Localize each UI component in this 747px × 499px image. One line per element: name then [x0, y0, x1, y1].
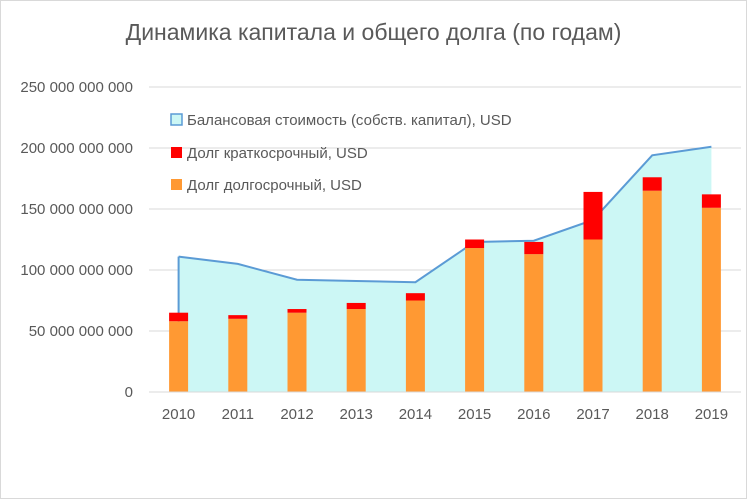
bar-long-term-debt	[169, 321, 189, 392]
bar-short-term-debt	[642, 177, 662, 191]
x-tick-label: 2012	[280, 406, 313, 423]
x-tick-label: 2010	[162, 406, 195, 423]
bar-short-term-debt	[465, 239, 485, 249]
x-tick-label: 2011	[222, 406, 254, 423]
legend-swatch-equity	[170, 113, 183, 126]
x-tick-label: 2019	[695, 406, 728, 423]
y-tick-label: 150 000 000 000	[20, 201, 133, 218]
bar-long-term-debt	[524, 254, 544, 392]
legend-label: Долг краткосрочный, USD	[187, 145, 368, 162]
area-equity	[178, 146, 712, 392]
x-tick-label: 2013	[340, 406, 373, 423]
bar-long-term-debt	[583, 239, 603, 392]
bar-short-term-debt	[405, 293, 425, 301]
bar-short-term-debt	[346, 302, 366, 310]
y-tick-label: 50 000 000 000	[29, 323, 133, 340]
y-tick-label: 200 000 000 000	[20, 140, 133, 157]
bar-long-term-debt	[346, 309, 366, 392]
legend: Балансовая стоимость (собств. капитал), …	[170, 112, 512, 194]
bar-long-term-debt	[642, 190, 662, 392]
x-tick-label: 2015	[458, 406, 491, 423]
area-equity-line	[178, 145, 712, 284]
chart-title: Динамика капитала и общего долга (по год…	[125, 19, 622, 45]
legend-label: Балансовая стоимость (собств. капитал), …	[187, 112, 512, 129]
bar-short-term-debt	[228, 315, 248, 319]
legend-swatch	[171, 147, 182, 158]
y-tick-label: 250 000 000 000	[20, 79, 133, 96]
y-tick-label: 100 000 000 000	[20, 262, 133, 279]
bar-short-term-debt	[701, 194, 721, 208]
x-tick-label: 2018	[636, 406, 669, 423]
bar-long-term-debt	[228, 318, 248, 392]
bar-long-term-debt	[465, 248, 485, 392]
bar-short-term-debt	[583, 191, 603, 240]
legend-label: Долг долгосрочный, USD	[187, 177, 362, 194]
x-tick-label: 2016	[517, 406, 550, 423]
x-tick-label: 2014	[399, 406, 432, 423]
bar-short-term-debt	[287, 309, 307, 313]
x-tick-label: 2017	[576, 406, 609, 423]
y-tick-label: 0	[125, 384, 133, 401]
bar-long-term-debt	[287, 312, 307, 392]
axis-layer: 0 50 000 000 000 100 000 000 000 150 000 00…	[20, 79, 741, 423]
bar-short-term-debt	[524, 241, 544, 255]
bar-long-term-debt	[701, 207, 721, 392]
bar-short-term-debt	[169, 312, 189, 322]
bars-layer	[169, 177, 721, 392]
legend-swatch	[171, 179, 182, 190]
bar-long-term-debt	[405, 300, 425, 392]
